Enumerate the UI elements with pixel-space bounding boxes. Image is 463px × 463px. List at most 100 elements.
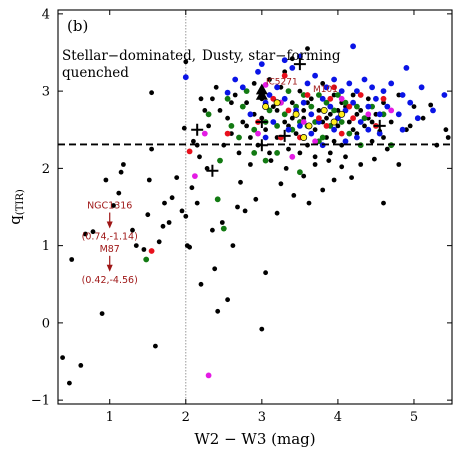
point-plus bbox=[206, 164, 219, 177]
point-label: M101 bbox=[313, 85, 338, 95]
point-black bbox=[267, 150, 272, 156]
point-black bbox=[204, 166, 210, 171]
point-blue bbox=[354, 88, 360, 94]
point-red bbox=[285, 107, 292, 114]
region-left-label-line2: quenched bbox=[62, 65, 129, 81]
point-black bbox=[354, 111, 360, 117]
point-black bbox=[238, 179, 243, 185]
point-red bbox=[357, 92, 364, 98]
point-black bbox=[78, 363, 84, 368]
point-green bbox=[331, 107, 337, 114]
point-green bbox=[224, 95, 231, 102]
point-black bbox=[326, 158, 332, 164]
point-plus bbox=[191, 123, 204, 136]
point-black bbox=[174, 175, 180, 181]
point-black bbox=[141, 247, 147, 252]
annotation-name: NGC1316 bbox=[87, 201, 132, 212]
point-magenta bbox=[338, 95, 345, 102]
point-black bbox=[236, 150, 242, 156]
point-green bbox=[297, 169, 303, 176]
point-black bbox=[244, 100, 250, 106]
point-black bbox=[145, 212, 151, 218]
y-tick-label: 1 bbox=[42, 239, 50, 254]
point-black bbox=[210, 227, 215, 233]
point-black bbox=[369, 138, 375, 144]
point-black bbox=[210, 96, 215, 102]
point-green bbox=[342, 99, 349, 106]
point-black bbox=[259, 326, 265, 332]
point-black bbox=[121, 162, 126, 167]
y-tick-label: 0 bbox=[42, 316, 50, 331]
point-black bbox=[381, 200, 386, 206]
x-tick-label: 3 bbox=[258, 410, 266, 425]
point-black bbox=[179, 208, 185, 214]
point-black bbox=[282, 69, 288, 75]
point-magenta bbox=[255, 130, 261, 137]
point-black bbox=[381, 135, 386, 140]
point-magenta bbox=[192, 173, 198, 180]
point-black bbox=[240, 119, 246, 125]
point-green bbox=[285, 88, 292, 94]
point-blue bbox=[247, 111, 254, 118]
point-black bbox=[60, 355, 65, 360]
point-black bbox=[331, 138, 337, 144]
x-axis-label: W2 − W3 (mag) bbox=[194, 430, 315, 448]
point-green bbox=[319, 134, 326, 141]
point-blue bbox=[319, 95, 326, 102]
point-black bbox=[156, 239, 162, 245]
point-black bbox=[339, 164, 345, 170]
point-black bbox=[312, 154, 318, 160]
point-black bbox=[411, 104, 417, 109]
point-blue bbox=[255, 68, 261, 75]
point-magenta bbox=[300, 119, 307, 125]
point-green bbox=[354, 103, 360, 110]
point-green bbox=[251, 126, 258, 133]
point-black bbox=[194, 200, 200, 206]
point-blue bbox=[289, 65, 296, 71]
point-black bbox=[116, 190, 122, 196]
point-black bbox=[248, 135, 253, 140]
point-black bbox=[339, 142, 345, 148]
point-black bbox=[191, 138, 196, 144]
point-blue bbox=[395, 111, 402, 118]
point-black bbox=[343, 154, 348, 160]
annotation-arrow-head bbox=[106, 264, 113, 272]
point-blue bbox=[274, 84, 280, 91]
point-black bbox=[212, 266, 218, 272]
point-black bbox=[225, 297, 231, 303]
point-black bbox=[162, 200, 167, 206]
point-red bbox=[331, 84, 337, 91]
point-black bbox=[253, 196, 259, 202]
point-green bbox=[338, 119, 345, 125]
point-plus bbox=[373, 119, 386, 132]
point-blue bbox=[297, 53, 303, 60]
point-black bbox=[198, 281, 204, 287]
point-black bbox=[312, 162, 318, 167]
point-blue bbox=[399, 92, 406, 98]
point-blue bbox=[224, 89, 231, 96]
point-black bbox=[443, 127, 449, 133]
point-red bbox=[281, 72, 288, 79]
point-green bbox=[243, 88, 250, 94]
point-black bbox=[213, 84, 219, 90]
point-blue bbox=[308, 111, 315, 118]
point-black bbox=[267, 77, 272, 82]
point-black bbox=[445, 135, 451, 140]
annotation-values: (0.74,-1.14) bbox=[82, 232, 138, 243]
point-green bbox=[236, 134, 242, 141]
point-red bbox=[148, 248, 155, 254]
point-black bbox=[274, 210, 280, 216]
point-black bbox=[320, 187, 326, 193]
point-label: IC5271 bbox=[266, 77, 298, 87]
point-blue bbox=[304, 80, 311, 87]
point-blue bbox=[418, 84, 425, 91]
point-black bbox=[320, 81, 326, 86]
point-red bbox=[380, 95, 387, 102]
point-black bbox=[396, 162, 402, 167]
point-blue bbox=[369, 84, 375, 91]
point-black bbox=[118, 169, 124, 175]
point-blue bbox=[354, 134, 360, 141]
point-black bbox=[215, 308, 221, 314]
point-black bbox=[291, 193, 297, 198]
x-tick-label: 4 bbox=[334, 410, 342, 425]
